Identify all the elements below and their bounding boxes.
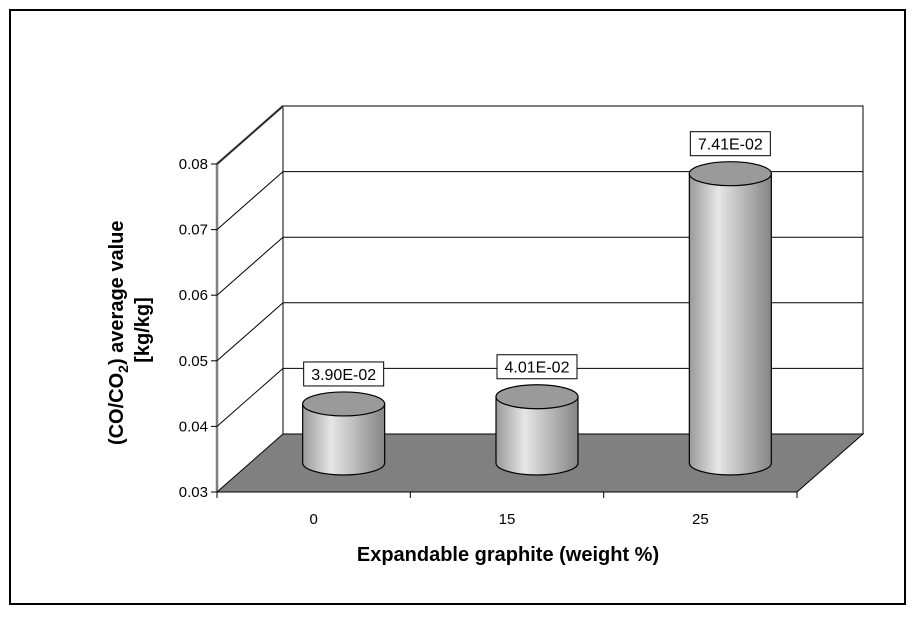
data-label: 4.01E-02 xyxy=(505,360,570,377)
bar-body xyxy=(495,396,579,476)
y-tick-label: 0.04 xyxy=(179,418,208,435)
gridline-side xyxy=(216,171,284,230)
bar-top xyxy=(495,384,579,410)
x-axis: 0 15 25 xyxy=(216,491,798,528)
data-label-box xyxy=(689,131,771,157)
x-tick-label: 15 xyxy=(499,511,516,528)
y-axis-title-line1: (CO/CO2) average value xyxy=(106,221,131,446)
bar-cylinder xyxy=(495,384,579,476)
x-tick-label: 25 xyxy=(692,511,709,528)
gridline-side xyxy=(216,368,284,427)
y-axis-title-subscript: 2 xyxy=(115,365,131,373)
bar-cylinder xyxy=(302,391,386,476)
y-axis-title: (CO/CO2) average value [kg/kg] xyxy=(106,215,154,445)
bar-body xyxy=(302,403,386,476)
bars xyxy=(302,161,772,476)
data-label: 7.41E-02 xyxy=(698,137,763,154)
bar-cylinder xyxy=(688,161,772,476)
y-tick-label: 0.07 xyxy=(179,222,208,239)
gridline-side xyxy=(216,236,284,296)
data-label-box xyxy=(496,354,578,380)
y-tick-label: 0.08 xyxy=(179,156,208,173)
x-tick-label: 0 xyxy=(309,511,317,528)
y-tick-label: 0.03 xyxy=(179,484,208,501)
gridline-side xyxy=(216,302,284,362)
bar-top xyxy=(302,391,386,417)
y-axis-title-line2: [kg/kg] xyxy=(132,297,154,363)
data-label: 3.90E-02 xyxy=(311,367,376,384)
gridline-side xyxy=(216,105,284,165)
data-labels: 3.90E-02 4.01E-02 7.41E-02 xyxy=(303,131,771,387)
bar-top xyxy=(688,161,772,187)
bar-body xyxy=(688,173,772,476)
y-tick-label: 0.05 xyxy=(179,353,208,370)
y-axis: 0.03 0.04 0.05 0.06 0.07 0.08 xyxy=(179,156,217,501)
x-axis-title: Expandable graphite (weight %) xyxy=(357,544,659,566)
data-label-box xyxy=(303,361,385,387)
y-tick-label: 0.06 xyxy=(179,287,208,304)
